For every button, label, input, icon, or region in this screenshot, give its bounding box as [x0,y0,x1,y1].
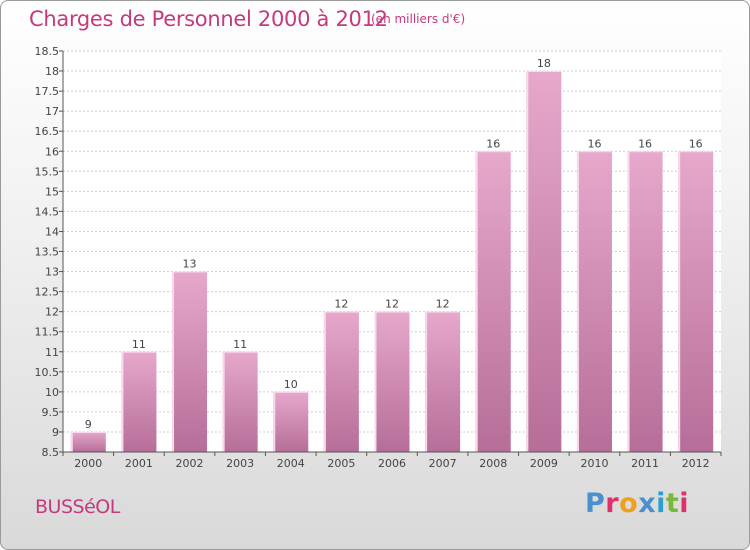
bars: 9 11 13 11 10 12 12 12 16 18 16 16 16 [70,57,714,453]
x-tick-label: 2003 [226,457,254,470]
logo-letter: x [638,488,657,519]
bar [273,391,309,452]
bar [627,151,663,452]
data-label: 16 [587,137,601,150]
y-tick-label: 10.5 [35,366,60,379]
bar [323,311,359,452]
data-label: 11 [233,338,247,351]
data-label: 12 [436,298,450,311]
x-tick-label: 2002 [176,457,204,470]
bar [526,71,562,453]
x-tick-label: 2012 [682,457,710,470]
y-tick-label: 12 [45,306,59,319]
bar [374,311,410,452]
logo-letter: i [679,488,690,519]
chart-title: Charges de Personnel 2000 à 2012 [29,7,388,31]
bar [70,431,106,452]
x-tick-label: 2010 [580,457,608,470]
logo-letter: o [619,488,639,519]
x-tick-label: 2006 [378,457,406,470]
bar [425,311,461,452]
data-label: 18 [537,57,551,70]
x-tick-label: 2000 [74,457,102,470]
x-tick-label: 2007 [429,457,457,470]
bar [576,151,612,452]
data-label: 10 [284,378,298,391]
y-tick-label: 13.5 [35,246,60,259]
x-tick-label: 2005 [327,457,355,470]
commune-name: BUSSéOL [35,496,120,518]
y-tick-label: 18.5 [35,45,60,58]
bar [121,351,157,452]
bar [222,351,258,452]
y-tick-label: 15 [45,185,59,198]
data-label: 13 [183,258,197,271]
y-tick-label: 9 [52,426,59,439]
data-label: 16 [486,137,500,150]
y-tick-label: 11 [45,346,59,359]
data-label: 16 [638,137,652,150]
y-tick-label: 17.5 [35,85,60,98]
y-tick-label: 14.5 [35,205,60,218]
y-tick-label: 17 [45,105,59,118]
bar [475,151,511,452]
x-tick-label: 2011 [631,457,659,470]
data-label: 12 [334,298,348,311]
y-tick-label: 9.5 [42,406,60,419]
y-tick-label: 13 [45,266,59,279]
logo-letter: i [656,488,666,519]
y-tick-label: 10 [45,386,59,399]
y-tick-label: 11.5 [35,326,60,339]
proxiti-logo: Proxiti [585,488,689,519]
x-tick-label: 2008 [479,457,507,470]
logo-letter: r [605,488,620,519]
x-tick-label: 2001 [125,457,153,470]
y-tick-label: 8.5 [42,446,60,459]
bar [172,271,208,452]
data-label: 12 [385,298,399,311]
data-label: 16 [689,137,703,150]
bar [678,151,714,452]
y-tick-label: 16 [45,145,59,158]
data-label: 9 [85,418,92,431]
y-tick-label: 12.5 [35,286,60,299]
y-tick-label: 15.5 [35,165,60,178]
x-axis: 2000 2001 2002 2003 2004 2005 2006 2007 2008 2009… [62,451,722,470]
x-tick-label: 2009 [530,457,558,470]
logo-letter: t [665,488,680,519]
x-tick-label: 2004 [277,457,305,470]
y-tick-label: 16.5 [35,125,60,138]
chart-subtitle: (en milliers d'€) [371,12,466,26]
data-label: 11 [132,338,146,351]
y-tick-label: 18 [45,65,59,78]
y-axis: 8.5 9 9.5 10 10.5 11 11.5 12 12.5 13 13.5 14 14.5 15 1… [35,45,64,459]
y-tick-label: 14 [45,225,59,238]
logo-letter: P [585,488,606,519]
